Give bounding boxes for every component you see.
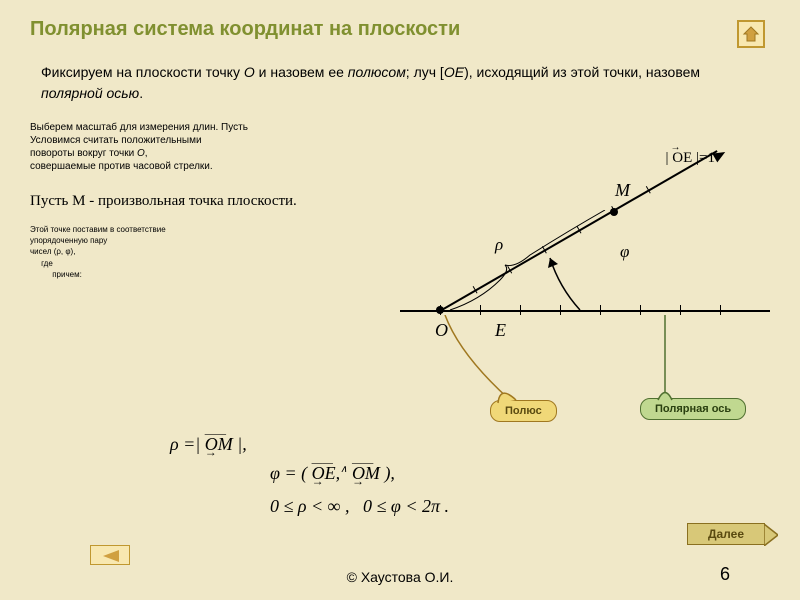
scale-text: Выберем масштаб для измерения длин. Пуст…: [30, 121, 350, 173]
formulas-block: ρ =| OM——→ |, φ = ( OE——→,∧ OM——→ ), 0 ≤…: [170, 430, 449, 520]
home-button[interactable]: [737, 20, 765, 48]
intro-text: Фиксируем на плоскости точку O и назовем…: [30, 55, 770, 111]
label-m: M: [615, 180, 630, 201]
label-phi: φ: [620, 242, 629, 262]
next-button[interactable]: Далее: [687, 523, 765, 545]
footer-copyright: © Хаустова О.И.: [0, 569, 800, 585]
correspondence-text: Этой точке поставим в соответствие упоря…: [30, 224, 230, 280]
label-rho: ρ: [495, 235, 503, 255]
slide-title: Полярная система координат на плоскости: [30, 18, 770, 41]
prev-button[interactable]: [90, 545, 130, 565]
page-number: 6: [720, 564, 730, 585]
